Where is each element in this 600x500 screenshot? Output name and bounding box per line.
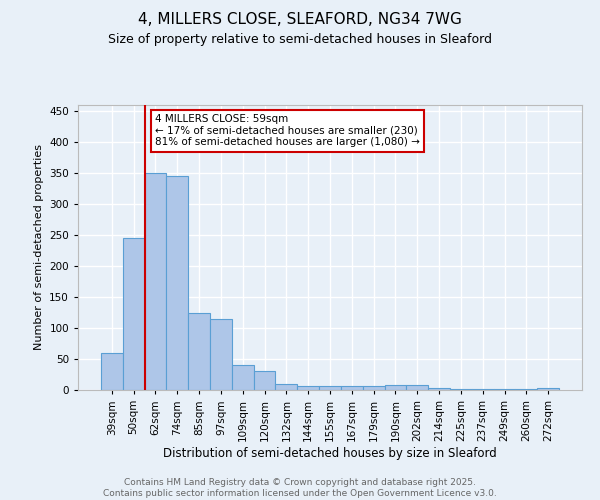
Bar [428,388,450,390]
Text: 4, MILLERS CLOSE, SLEAFORD, NG34 7WG: 4, MILLERS CLOSE, SLEAFORD, NG34 7WG [138,12,462,28]
Bar [188,312,210,390]
Y-axis label: Number of semi-detached properties: Number of semi-detached properties [34,144,44,350]
Bar [123,238,145,390]
Bar [232,365,254,390]
Bar [166,176,188,390]
Bar [385,385,406,390]
Bar [319,386,341,390]
Bar [297,386,319,390]
Bar [363,386,385,390]
Bar [254,372,275,390]
Bar [101,353,123,390]
Bar [145,173,166,390]
Text: Size of property relative to semi-detached houses in Sleaford: Size of property relative to semi-detach… [108,32,492,46]
Bar [406,385,428,390]
Bar [341,386,363,390]
Bar [275,384,297,390]
Text: 4 MILLERS CLOSE: 59sqm
← 17% of semi-detached houses are smaller (230)
81% of se: 4 MILLERS CLOSE: 59sqm ← 17% of semi-det… [155,114,421,148]
Bar [537,388,559,390]
X-axis label: Distribution of semi-detached houses by size in Sleaford: Distribution of semi-detached houses by … [163,446,497,460]
Bar [210,319,232,390]
Text: Contains HM Land Registry data © Crown copyright and database right 2025.
Contai: Contains HM Land Registry data © Crown c… [103,478,497,498]
